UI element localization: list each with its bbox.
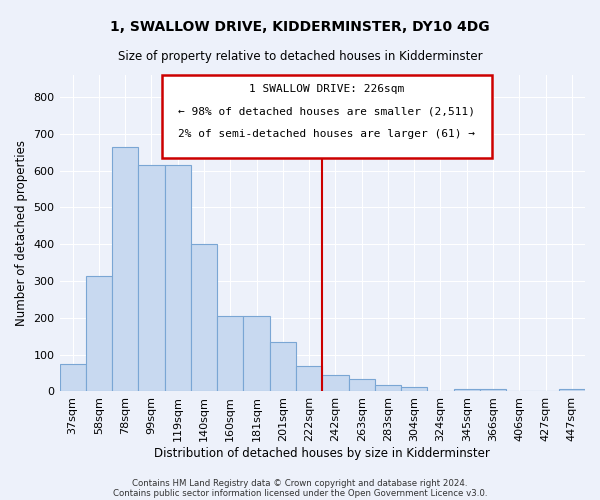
Bar [191,244,217,392]
Text: 2% of semi-detached houses are larger (61) →: 2% of semi-detached houses are larger (6… [179,129,476,139]
Bar [480,388,506,392]
Bar [244,316,270,392]
Bar [349,378,375,392]
Bar [139,165,164,392]
Bar [375,385,401,392]
Text: 1 SWALLOW DRIVE: 226sqm: 1 SWALLOW DRIVE: 226sqm [250,84,404,94]
Bar [559,388,585,392]
Bar [296,366,322,392]
Text: Size of property relative to detached houses in Kidderminster: Size of property relative to detached ho… [118,50,482,63]
X-axis label: Distribution of detached houses by size in Kidderminster: Distribution of detached houses by size … [154,447,490,460]
Text: Contains public sector information licensed under the Open Government Licence v3: Contains public sector information licen… [113,488,487,498]
Bar [86,276,112,392]
Bar [322,375,349,392]
Text: 1, SWALLOW DRIVE, KIDDERMINSTER, DY10 4DG: 1, SWALLOW DRIVE, KIDDERMINSTER, DY10 4D… [110,20,490,34]
Bar [217,316,244,392]
Bar [59,364,86,392]
Text: Contains HM Land Registry data © Crown copyright and database right 2024.: Contains HM Land Registry data © Crown c… [132,478,468,488]
Bar [454,388,480,392]
Bar [270,342,296,392]
Y-axis label: Number of detached properties: Number of detached properties [15,140,28,326]
Bar [164,165,191,392]
Bar [401,386,427,392]
Bar [112,147,139,392]
Text: ← 98% of detached houses are smaller (2,511): ← 98% of detached houses are smaller (2,… [179,106,476,117]
